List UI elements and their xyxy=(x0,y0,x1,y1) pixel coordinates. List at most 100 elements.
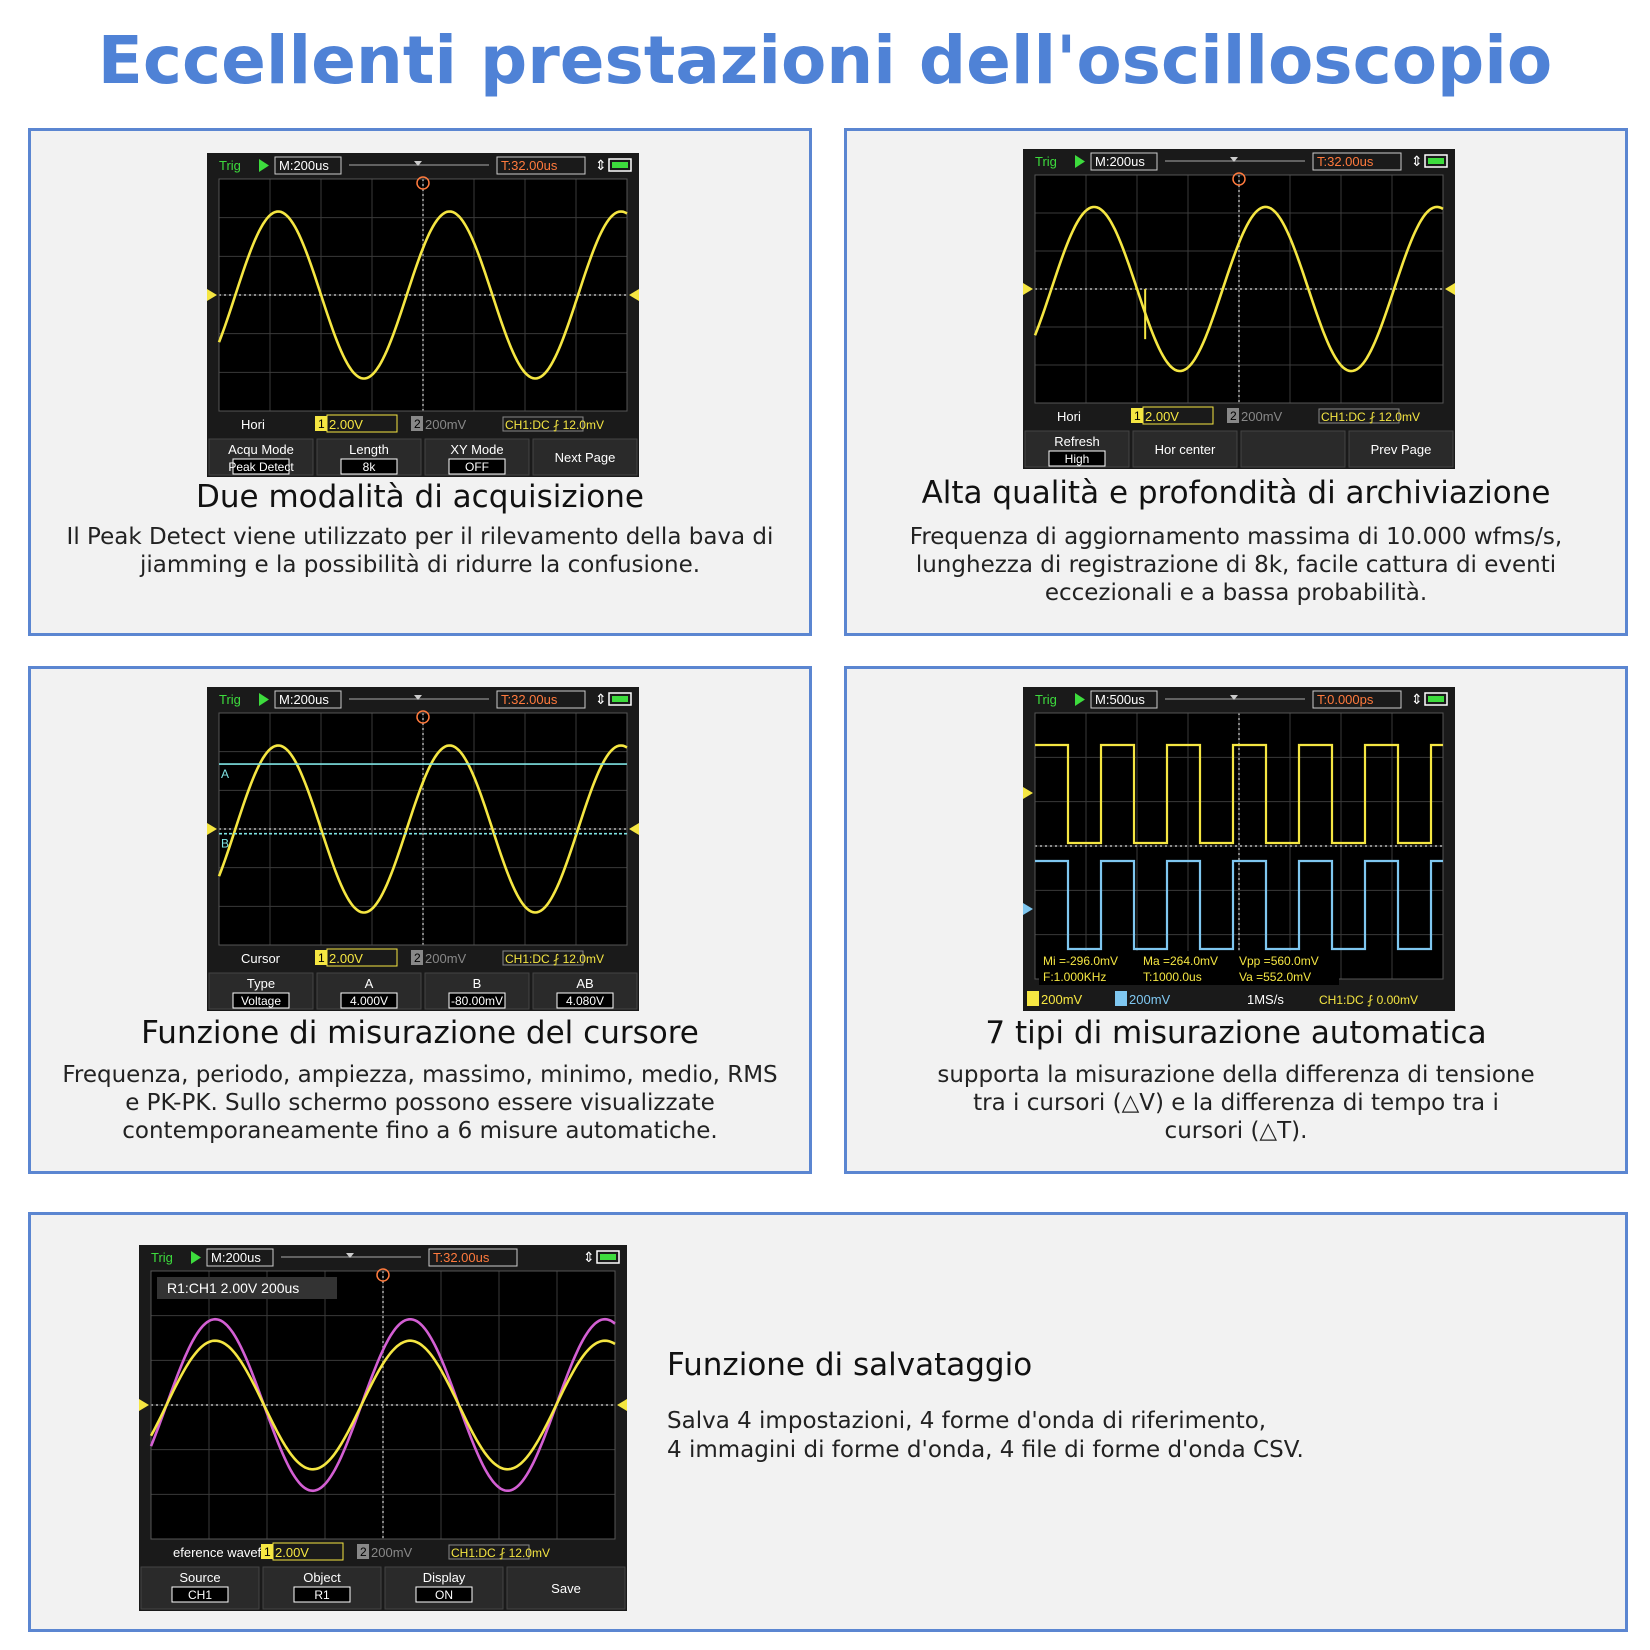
softkey-value: ON xyxy=(435,1588,453,1602)
ch1-scale: 2.00V xyxy=(1145,409,1179,424)
plot-border xyxy=(218,712,628,946)
ch1-marker xyxy=(1023,787,1033,799)
plot-border xyxy=(150,1270,616,1540)
ch1-badge xyxy=(315,416,327,431)
ch1-number: 1 xyxy=(318,417,325,431)
softkey-button[interactable]: Type Voltage xyxy=(208,972,314,1010)
ch1-badge xyxy=(1027,991,1039,1006)
softkey-frame xyxy=(1132,430,1238,468)
menu-title: Cursor xyxy=(241,951,281,966)
softkey-button[interactable]: Save xyxy=(506,1566,626,1610)
run-icon xyxy=(1075,155,1085,168)
trigger-info: CH1:DC ⨏ 0.00mV xyxy=(1319,993,1418,1007)
timebase-label: M:200us xyxy=(1095,154,1145,169)
trigger-position-marker xyxy=(414,695,422,700)
ch1-number: 1 xyxy=(1134,409,1141,423)
softkey-button[interactable]: Object R1 xyxy=(262,1566,382,1610)
softkey-value-box xyxy=(232,992,290,1009)
softkey-value-box xyxy=(556,992,614,1009)
ch2-scale: 200mV xyxy=(1129,992,1171,1007)
trig-time-label: T:32.00us xyxy=(501,158,558,173)
softkey-label: Object xyxy=(303,1570,341,1585)
measurement-value: F:1.000KHz xyxy=(1043,970,1106,984)
softkey-button[interactable]: Refresh High xyxy=(1024,430,1130,468)
softkey-value: Peak Detect xyxy=(228,460,294,474)
ch-info-box xyxy=(448,1544,530,1560)
trigger-info: CH1:DC ⨏ 12.0mV xyxy=(505,952,604,966)
trigger-position-marker xyxy=(1230,695,1238,700)
battery-icon xyxy=(1424,154,1448,168)
softkey-button[interactable]: XY Mode OFF xyxy=(424,438,530,476)
measurement-value: T:1000.0us xyxy=(1143,970,1202,984)
trig-status: Trig xyxy=(151,1250,173,1265)
battery-icon xyxy=(1424,692,1448,706)
menu-title: Hori xyxy=(241,417,265,432)
sample-rate: 1MS/s xyxy=(1247,992,1284,1007)
battery-level xyxy=(612,696,628,702)
ch2-badge xyxy=(357,1544,369,1559)
ch-info-box xyxy=(502,416,584,432)
panel-description: Frequenza di aggiornamento massima di 10… xyxy=(909,524,1563,606)
softkey-label: AB xyxy=(576,976,593,991)
softkey-value: 4.000V xyxy=(350,994,388,1008)
softkey-value: 8k xyxy=(363,460,377,474)
softkey-button[interactable]: B -80.00mV xyxy=(424,972,530,1010)
reference-label: R1:CH1 2.00V 200us xyxy=(167,1280,299,1296)
softkey-button[interactable]: Prev Page xyxy=(1348,430,1454,468)
softkey-button[interactable]: Source CH1 xyxy=(140,1566,260,1610)
softkey-label: Prev Page xyxy=(1371,442,1432,457)
ch2-number: 2 xyxy=(1230,409,1237,423)
softkey-label: XY Mode xyxy=(450,442,503,457)
channel-info-bar xyxy=(1023,987,1455,1011)
softkey-value: Voltage xyxy=(241,994,281,1008)
timebase-box xyxy=(1090,690,1158,709)
softkey-label: Save xyxy=(551,1581,581,1596)
ch1-scale-box xyxy=(1142,406,1214,425)
softkey-value: OFF xyxy=(465,460,489,474)
timebase-label: M:200us xyxy=(279,692,329,707)
timebase-box xyxy=(274,690,342,709)
trigger-position-marker xyxy=(1230,157,1238,162)
softkey-button[interactable]: Acqu Mode Peak Detect xyxy=(208,438,314,476)
ch1-number: 1 xyxy=(264,1545,271,1559)
trig-status: Trig xyxy=(1035,692,1057,707)
ch1-waveform xyxy=(1035,743,1443,845)
softkey-label: Next Page xyxy=(555,450,616,465)
ch2-badge xyxy=(1227,408,1239,423)
trigger-point-marker xyxy=(1232,172,1246,186)
trigger-position-marker xyxy=(346,1253,354,1258)
page-title: Eccellenti prestazioni dell'oscilloscopi… xyxy=(97,22,1553,99)
softkey-button[interactable] xyxy=(1240,430,1346,468)
softkey-button[interactable]: Hor center xyxy=(1132,430,1238,468)
trig-status: Trig xyxy=(219,158,241,173)
oscilloscope-screen: Trig M:500us T:0.000ps ⇕ Mi =-296.0mV Ma =264… xyxy=(1023,687,1455,1011)
softkey-value: High xyxy=(1065,452,1090,466)
battery-icon xyxy=(608,158,632,172)
ch1-marker xyxy=(1023,283,1033,295)
ch1-marker xyxy=(207,823,217,835)
trig-time-box xyxy=(496,690,586,709)
softkey-button[interactable]: AB 4.080V xyxy=(532,972,638,1010)
softkey-frame xyxy=(506,1566,626,1610)
ch1-scale-box xyxy=(272,1542,344,1561)
trig-status: Trig xyxy=(219,692,241,707)
measurement-value: Vpp =560.0mV xyxy=(1239,954,1319,968)
softkey-value-box xyxy=(415,1586,473,1603)
ch-info-box xyxy=(502,950,584,966)
description-line: Salva 4 impostazioni, 4 forme d'onda di … xyxy=(667,1408,1267,1434)
softkey-label: Acqu Mode xyxy=(228,442,294,457)
softkey-button[interactable]: Display ON xyxy=(384,1566,504,1610)
usb-icon: ⇕ xyxy=(583,1250,595,1266)
ch1-scale: 2.00V xyxy=(275,1545,309,1560)
panel-description: Salva 4 impostazioni, 4 forme d'onda di … xyxy=(667,1407,1367,1465)
trigger-info: CH1:DC ⨏ 12.0mV xyxy=(451,1546,550,1560)
usb-icon: ⇕ xyxy=(595,692,607,708)
softkey-button[interactable]: Next Page xyxy=(532,438,638,476)
battery-level xyxy=(1428,696,1444,702)
softkey-button[interactable]: Length 8k xyxy=(316,438,422,476)
ch1-number: 1 xyxy=(318,951,325,965)
trigger-level-marker xyxy=(1445,283,1455,295)
scope-display: Trig M:200us T:32.00us ⇕ Hori 1 2.00V 2 200mV CH1… xyxy=(207,153,639,476)
softkey-button[interactable]: A 4.000V xyxy=(316,972,422,1010)
softkey-value-box xyxy=(171,1586,229,1603)
